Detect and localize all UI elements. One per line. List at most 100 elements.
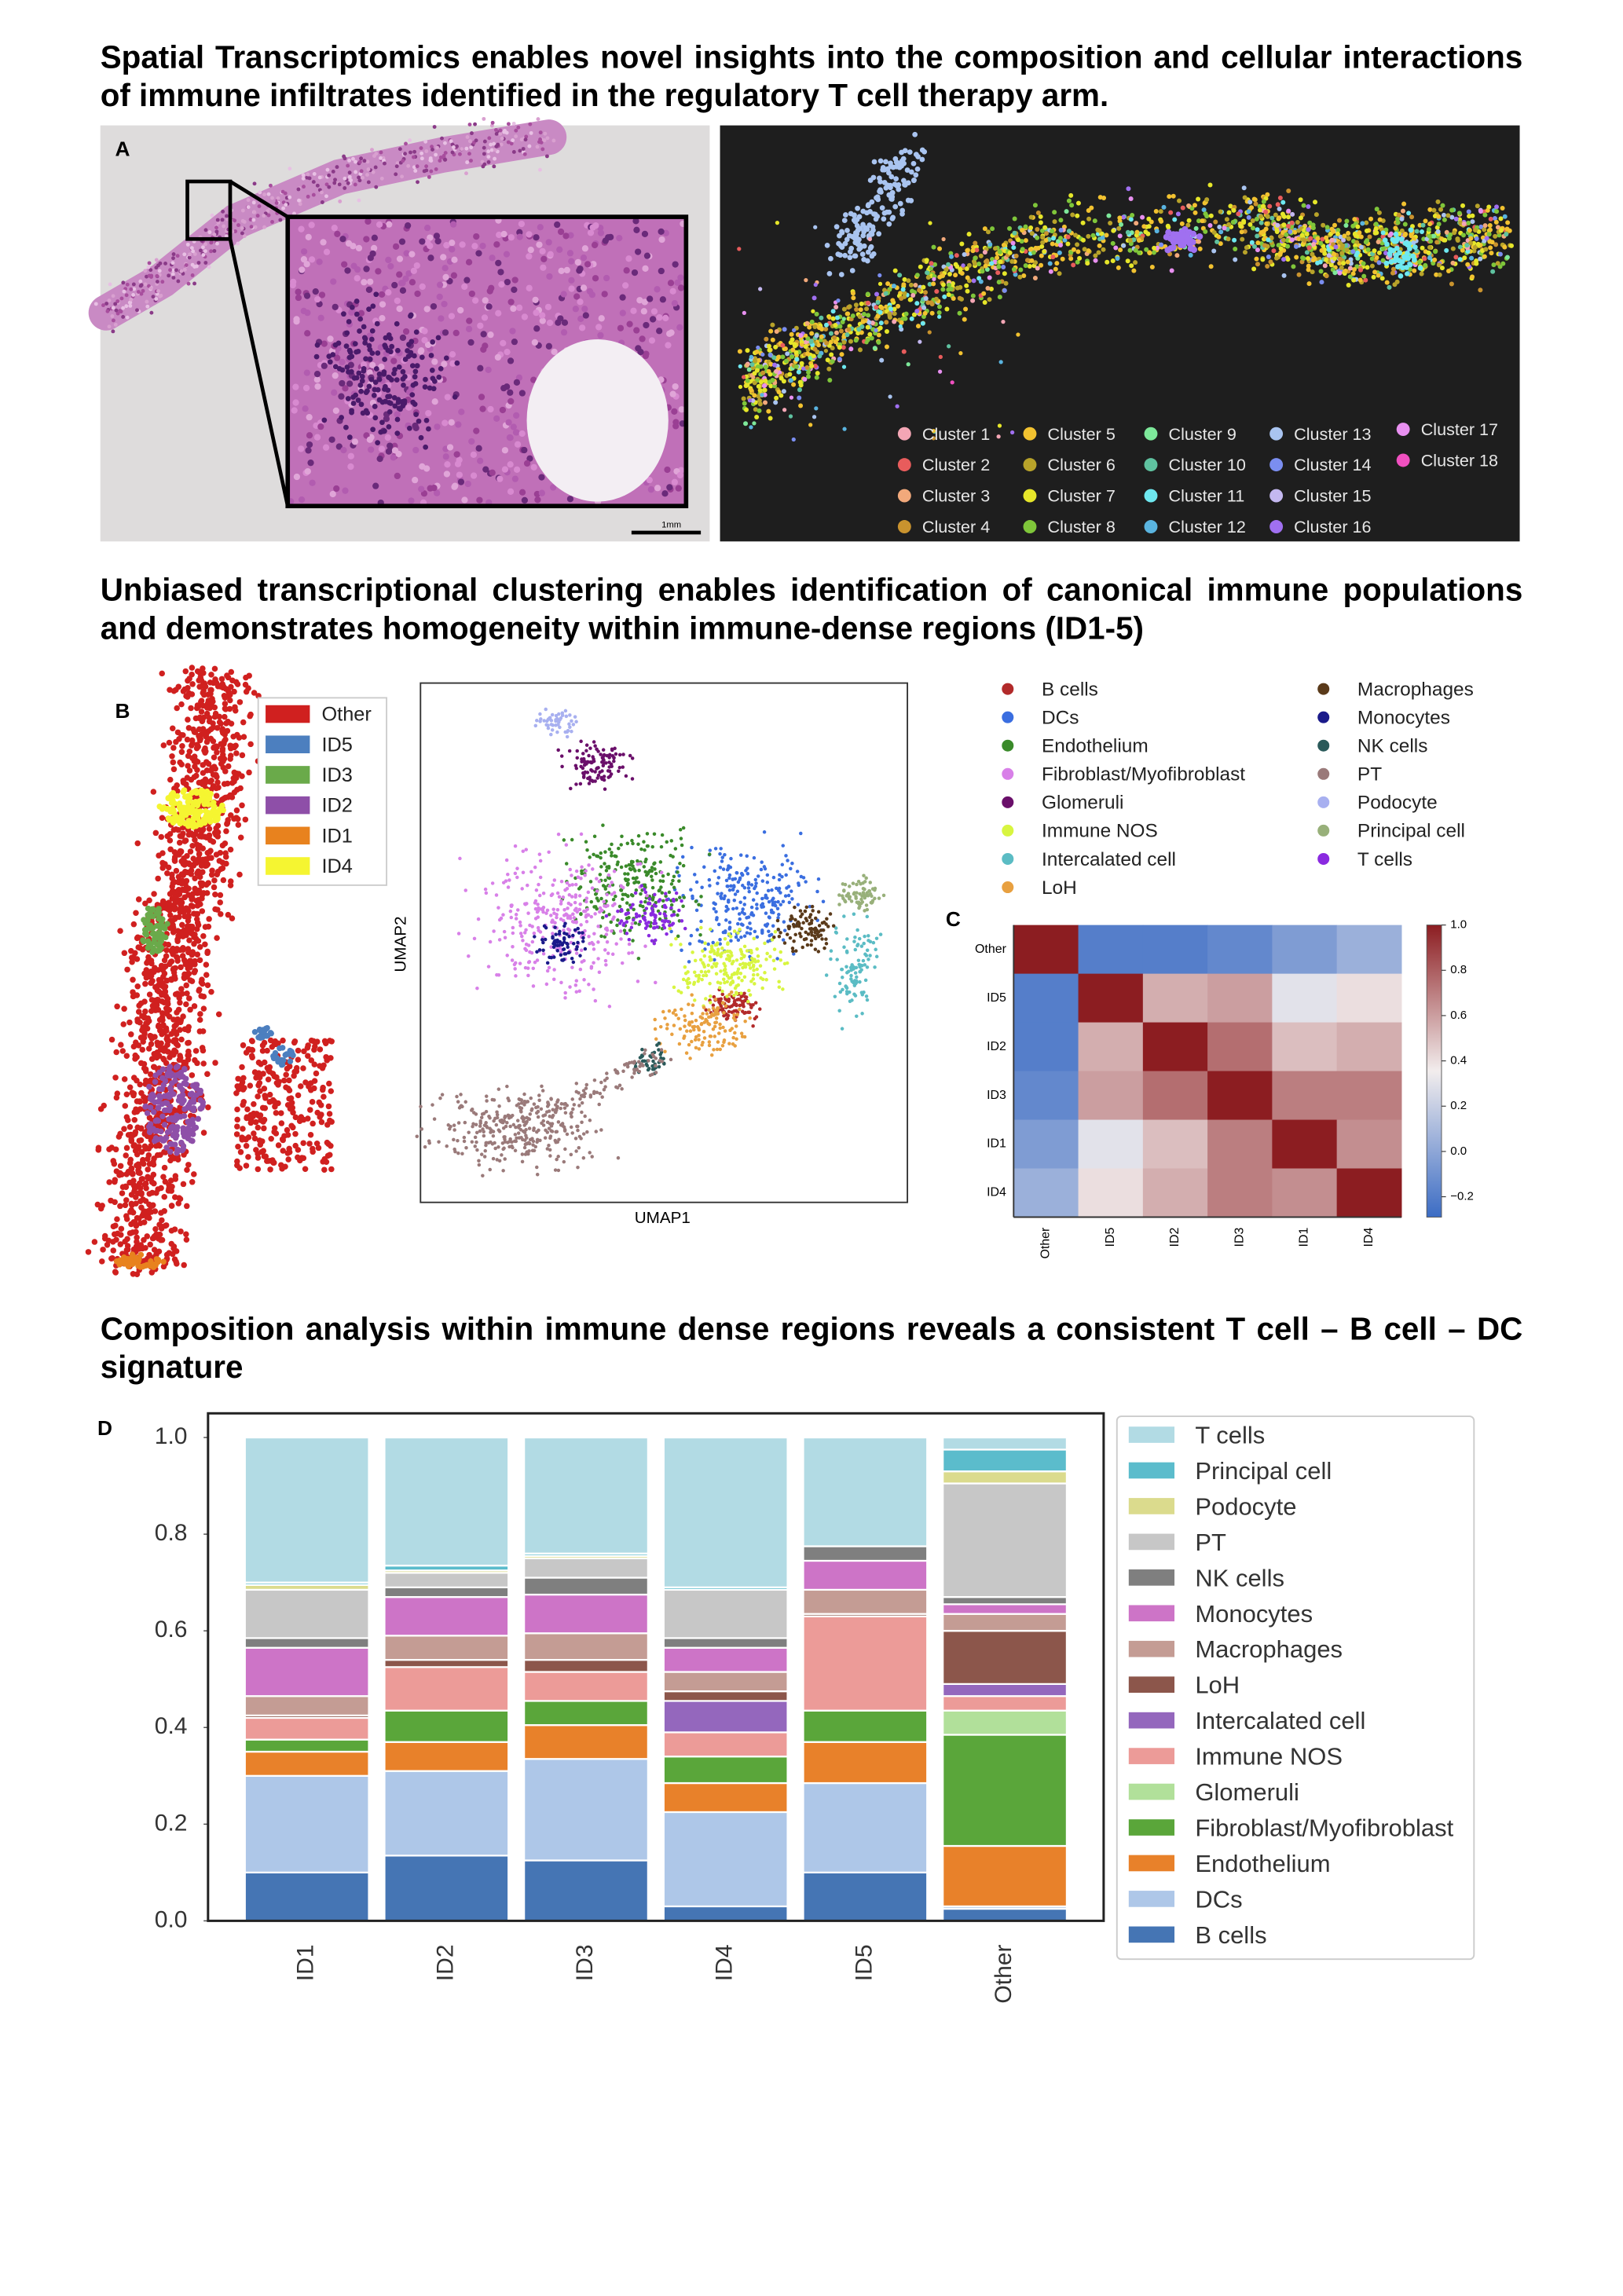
inset-dot <box>368 336 375 342</box>
region-cell <box>174 1042 181 1049</box>
tissue-dot <box>157 269 162 273</box>
inset-dot <box>544 303 552 310</box>
spatial-cell <box>1395 264 1401 269</box>
spatial-cell <box>876 339 881 345</box>
tissue-dot <box>465 160 470 165</box>
spatial-cell <box>753 358 758 364</box>
tissue-dot <box>464 171 468 176</box>
inset-dot <box>526 253 533 260</box>
spatial-cell <box>1254 216 1259 222</box>
region-cell <box>108 1036 115 1043</box>
tissue-dot <box>441 153 446 158</box>
spatial-cell <box>861 243 867 249</box>
inset-dot <box>346 434 353 441</box>
spatial-cell <box>922 290 929 295</box>
spatial-cell <box>824 242 830 248</box>
region-cell <box>243 688 250 695</box>
spatial-cell <box>1179 221 1185 226</box>
inset-dot <box>387 394 393 400</box>
spatial-cell <box>806 370 812 375</box>
spatial-cell <box>1181 232 1188 239</box>
spatial-cell <box>812 295 817 301</box>
inset-dot <box>349 409 354 416</box>
spatial-cell <box>1505 220 1511 225</box>
tissue-dot <box>521 147 526 151</box>
spatial-cell <box>1376 273 1381 278</box>
inset-dot <box>358 388 364 394</box>
tissue-dot <box>324 194 328 199</box>
spatial-cell <box>761 383 767 389</box>
spatial-cell <box>1130 213 1135 218</box>
spatial-cell <box>877 309 883 315</box>
spatial-cell <box>1469 255 1475 261</box>
spatial-cell <box>1409 214 1415 220</box>
spatial-cell <box>850 313 855 319</box>
spatial-cell <box>851 295 856 301</box>
spatial-cell <box>848 245 855 251</box>
spatial-cell <box>934 288 940 294</box>
inset-dot <box>539 317 546 324</box>
spatial-cell <box>1233 247 1238 252</box>
spatial-cell <box>1351 266 1357 272</box>
cluster-legend-label: Cluster 18 <box>1421 451 1498 471</box>
spatial-cell <box>1242 195 1247 200</box>
region-cell <box>113 1094 120 1101</box>
region-cell <box>183 905 189 911</box>
inset-dot <box>625 255 632 262</box>
spatial-cell <box>888 306 894 312</box>
spatial-cell <box>833 224 840 230</box>
spatial-cell <box>947 282 952 287</box>
spatial-cell <box>1296 272 1302 277</box>
inset-dot <box>435 335 441 341</box>
cluster-legend-label: Cluster 11 <box>1169 486 1245 506</box>
spatial-cell <box>752 421 757 426</box>
inset-dot <box>387 262 394 270</box>
tissue-dot <box>240 208 245 213</box>
inset-dot <box>401 383 406 388</box>
spatial-cell <box>1075 200 1081 206</box>
spatial-cell <box>1502 214 1508 219</box>
tissue-dot <box>198 248 203 253</box>
region-cell <box>142 900 148 906</box>
spatial-cell <box>853 338 859 343</box>
tissue-dot <box>489 142 493 147</box>
spatial-cell <box>1471 248 1477 254</box>
spatial-cell <box>1376 260 1382 265</box>
spatial-cell <box>1040 240 1046 245</box>
inset-dot <box>369 361 376 368</box>
spatial-cell <box>910 293 916 298</box>
tissue-dot <box>242 220 247 224</box>
spatial-cell <box>921 305 927 310</box>
spatial-cell <box>1478 208 1483 214</box>
spatial-cell <box>1412 268 1417 273</box>
tissue-dot <box>190 273 195 277</box>
inset-dot <box>344 364 350 370</box>
region-cell <box>214 935 220 941</box>
inset-dot <box>672 261 679 268</box>
spatial-cell <box>1254 256 1259 262</box>
tissue-dot <box>487 136 492 141</box>
inset-dot <box>378 291 386 298</box>
spatial-cell <box>1427 255 1432 261</box>
inset-dot <box>396 364 402 370</box>
region-cell <box>237 834 244 841</box>
heading: Unbiased transcriptional clustering enab… <box>100 572 1523 646</box>
tissue-dot <box>171 252 176 257</box>
spatial-cell <box>1313 200 1318 205</box>
tissue-dot <box>107 298 112 303</box>
inset-dot <box>404 222 412 229</box>
region-cell <box>146 1201 152 1208</box>
inset-dot <box>511 475 518 482</box>
inset-dot <box>444 394 451 401</box>
spatial-cell <box>1278 246 1284 251</box>
inset-dot <box>443 471 451 478</box>
inset-dot <box>438 315 445 322</box>
spatial-cell <box>877 325 883 331</box>
spatial-cell <box>1255 227 1260 233</box>
tissue-dot <box>108 282 112 287</box>
region-cell <box>110 1247 117 1254</box>
region-cell <box>184 774 191 781</box>
spatial-cell <box>1433 249 1438 255</box>
inset-dot <box>495 309 502 317</box>
inset-dot <box>454 360 460 366</box>
